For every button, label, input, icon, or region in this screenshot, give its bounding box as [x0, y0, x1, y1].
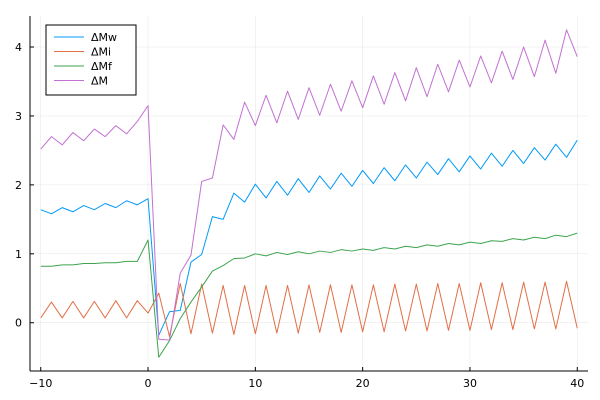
series-line-3: [40, 29, 578, 341]
y-tick-label-4: 4: [15, 41, 22, 54]
y-tick-label-3: 3: [15, 110, 22, 123]
series-line-0: [40, 139, 578, 336]
series-line-2: [40, 232, 578, 358]
y-tick-label-1: 1: [15, 248, 22, 261]
x-tick-label-0: −10: [29, 377, 52, 390]
series-line-1: [40, 280, 578, 338]
x-tick-label-2: 10: [248, 377, 262, 390]
x-tick-label-3: 20: [356, 377, 370, 390]
axes: −10 0 10 20 30 40 0 1 2 3 4: [15, 16, 588, 390]
legend-label-2: ΔMf: [91, 60, 113, 73]
x-tick-label-1: 0: [145, 377, 152, 390]
legend-label-0: ΔMw: [91, 31, 117, 44]
legend-label-1: ΔMi: [91, 46, 111, 59]
y-tick-label-2: 2: [15, 179, 22, 192]
x-tick-label-4: 30: [463, 377, 477, 390]
series-lines: [40, 29, 578, 358]
legend-label-3: ΔM: [91, 75, 108, 88]
x-tick-label-5: 40: [570, 377, 584, 390]
y-tick-label-0: 0: [15, 317, 22, 330]
